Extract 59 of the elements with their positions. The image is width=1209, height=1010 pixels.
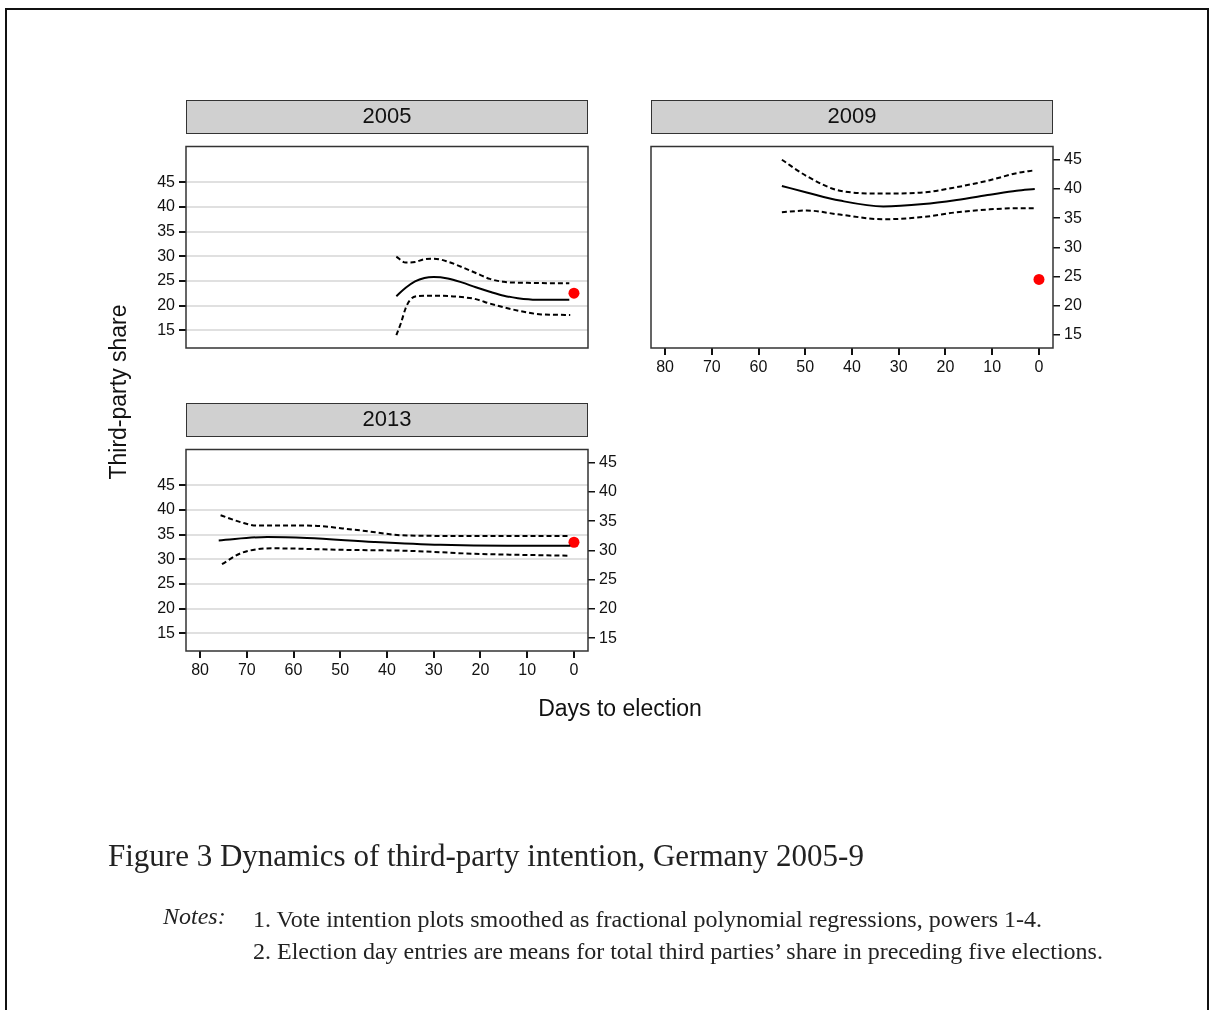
y-tick-label: 25 bbox=[157, 271, 176, 289]
y2-tick-label: 30 bbox=[599, 540, 617, 558]
y-axis-title: Third-party share bbox=[104, 304, 132, 480]
x-tick-label: 50 bbox=[796, 358, 815, 376]
x-tick-label: 50 bbox=[331, 661, 350, 679]
x-tick-label: 30 bbox=[424, 661, 443, 679]
x-tick-label: 70 bbox=[237, 661, 256, 679]
x-tick-label: 60 bbox=[749, 358, 768, 376]
text: 1. Vote intention plots smoothed as fractional polynomial regressions, powers 1-4. bbox=[253, 905, 1043, 934]
y-tick-label: 35 bbox=[157, 221, 176, 239]
chart-title: 2009 bbox=[651, 100, 1053, 134]
x-tick-label: 40 bbox=[843, 358, 861, 376]
y2-tick-label: 15 bbox=[1064, 325, 1082, 343]
y2-tick-label: 45 bbox=[599, 453, 617, 471]
line-series bbox=[395, 294, 572, 337]
x-tick-label: 60 bbox=[284, 661, 303, 679]
y2-tick-label: 25 bbox=[1064, 266, 1082, 284]
text: 2. Election day entries are means for total third parties’ share in preceding five elections. bbox=[253, 937, 1104, 966]
x-tick-label: 70 bbox=[702, 358, 721, 376]
line-series bbox=[780, 185, 1036, 208]
y-tick-label: 20 bbox=[157, 295, 176, 313]
y-tick-label: 45 bbox=[157, 475, 176, 493]
y-tick-label: 25 bbox=[157, 574, 176, 592]
y2-tick-label: 40 bbox=[599, 482, 617, 500]
y-tick-label: 40 bbox=[157, 197, 176, 215]
y-tick-label: 40 bbox=[157, 500, 176, 518]
text: Notes: bbox=[163, 903, 226, 930]
y-tick-label: 30 bbox=[157, 246, 176, 264]
x-tick-label: 10 bbox=[983, 358, 1002, 376]
caption: Figure 3 Dynamics of third-party intention, Germany 2005-9 bbox=[108, 838, 864, 874]
y-tick-label: 15 bbox=[157, 320, 176, 338]
y2-tick-label: 15 bbox=[599, 628, 617, 646]
y-tick-label: 20 bbox=[157, 598, 176, 616]
chart-title: 2005 bbox=[186, 100, 588, 134]
y-tick-label: 35 bbox=[157, 524, 176, 542]
line-series bbox=[780, 207, 1036, 221]
x-tick-label: 30 bbox=[889, 358, 908, 376]
x-axis-title: Days to election bbox=[538, 694, 702, 722]
y2-tick-label: 20 bbox=[599, 599, 617, 617]
y2-tick-label: 25 bbox=[599, 570, 617, 588]
y-tick-label: 45 bbox=[157, 172, 176, 190]
x-tick-label: 20 bbox=[936, 358, 955, 376]
y2-tick-label: 40 bbox=[1064, 179, 1082, 197]
x-tick-label: 10 bbox=[518, 661, 537, 679]
y-tick-label: 15 bbox=[157, 623, 176, 641]
x-tick-label: 0 bbox=[1034, 358, 1044, 376]
x-tick-label: 40 bbox=[378, 661, 396, 679]
y2-tick-label: 35 bbox=[1064, 208, 1082, 226]
y2-tick-label: 30 bbox=[1064, 237, 1082, 255]
y2-tick-label: 20 bbox=[1064, 296, 1082, 314]
x-tick-label: 0 bbox=[569, 661, 579, 679]
y2-tick-label: 45 bbox=[1064, 150, 1082, 168]
chart-title: 2013 bbox=[186, 403, 588, 437]
y-tick-label: 30 bbox=[157, 549, 176, 567]
line-series bbox=[395, 255, 571, 285]
y2-tick-label: 35 bbox=[599, 511, 617, 529]
x-tick-label: 80 bbox=[191, 661, 210, 679]
x-tick-label: 20 bbox=[471, 661, 490, 679]
x-tick-label: 80 bbox=[656, 358, 675, 376]
